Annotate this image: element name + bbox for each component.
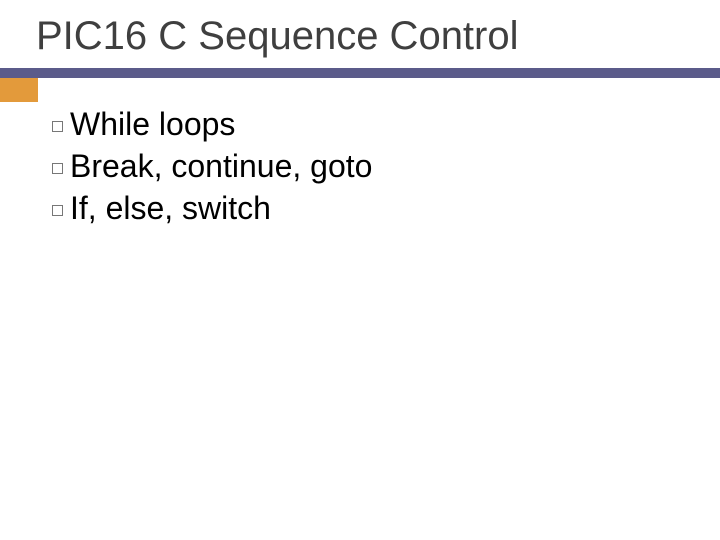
slide-title: PIC16 C Sequence Control (36, 14, 519, 59)
square-bullet-icon (52, 121, 63, 132)
square-bullet-icon (52, 205, 63, 216)
square-bullet-icon (52, 163, 63, 174)
accent-block (0, 78, 38, 102)
slide: PIC16 C Sequence Control While loops Bre… (0, 0, 720, 540)
list-item: Break, continue, goto (52, 146, 372, 186)
list-item: If, else, switch (52, 188, 372, 228)
list-item: While loops (52, 104, 372, 144)
bullet-text: While loops (70, 104, 235, 144)
bullet-text: If, else, switch (70, 188, 271, 228)
title-underline (0, 68, 720, 78)
bullet-list: While loops Break, continue, goto If, el… (52, 104, 372, 230)
bullet-text: Break, continue, goto (70, 146, 372, 186)
